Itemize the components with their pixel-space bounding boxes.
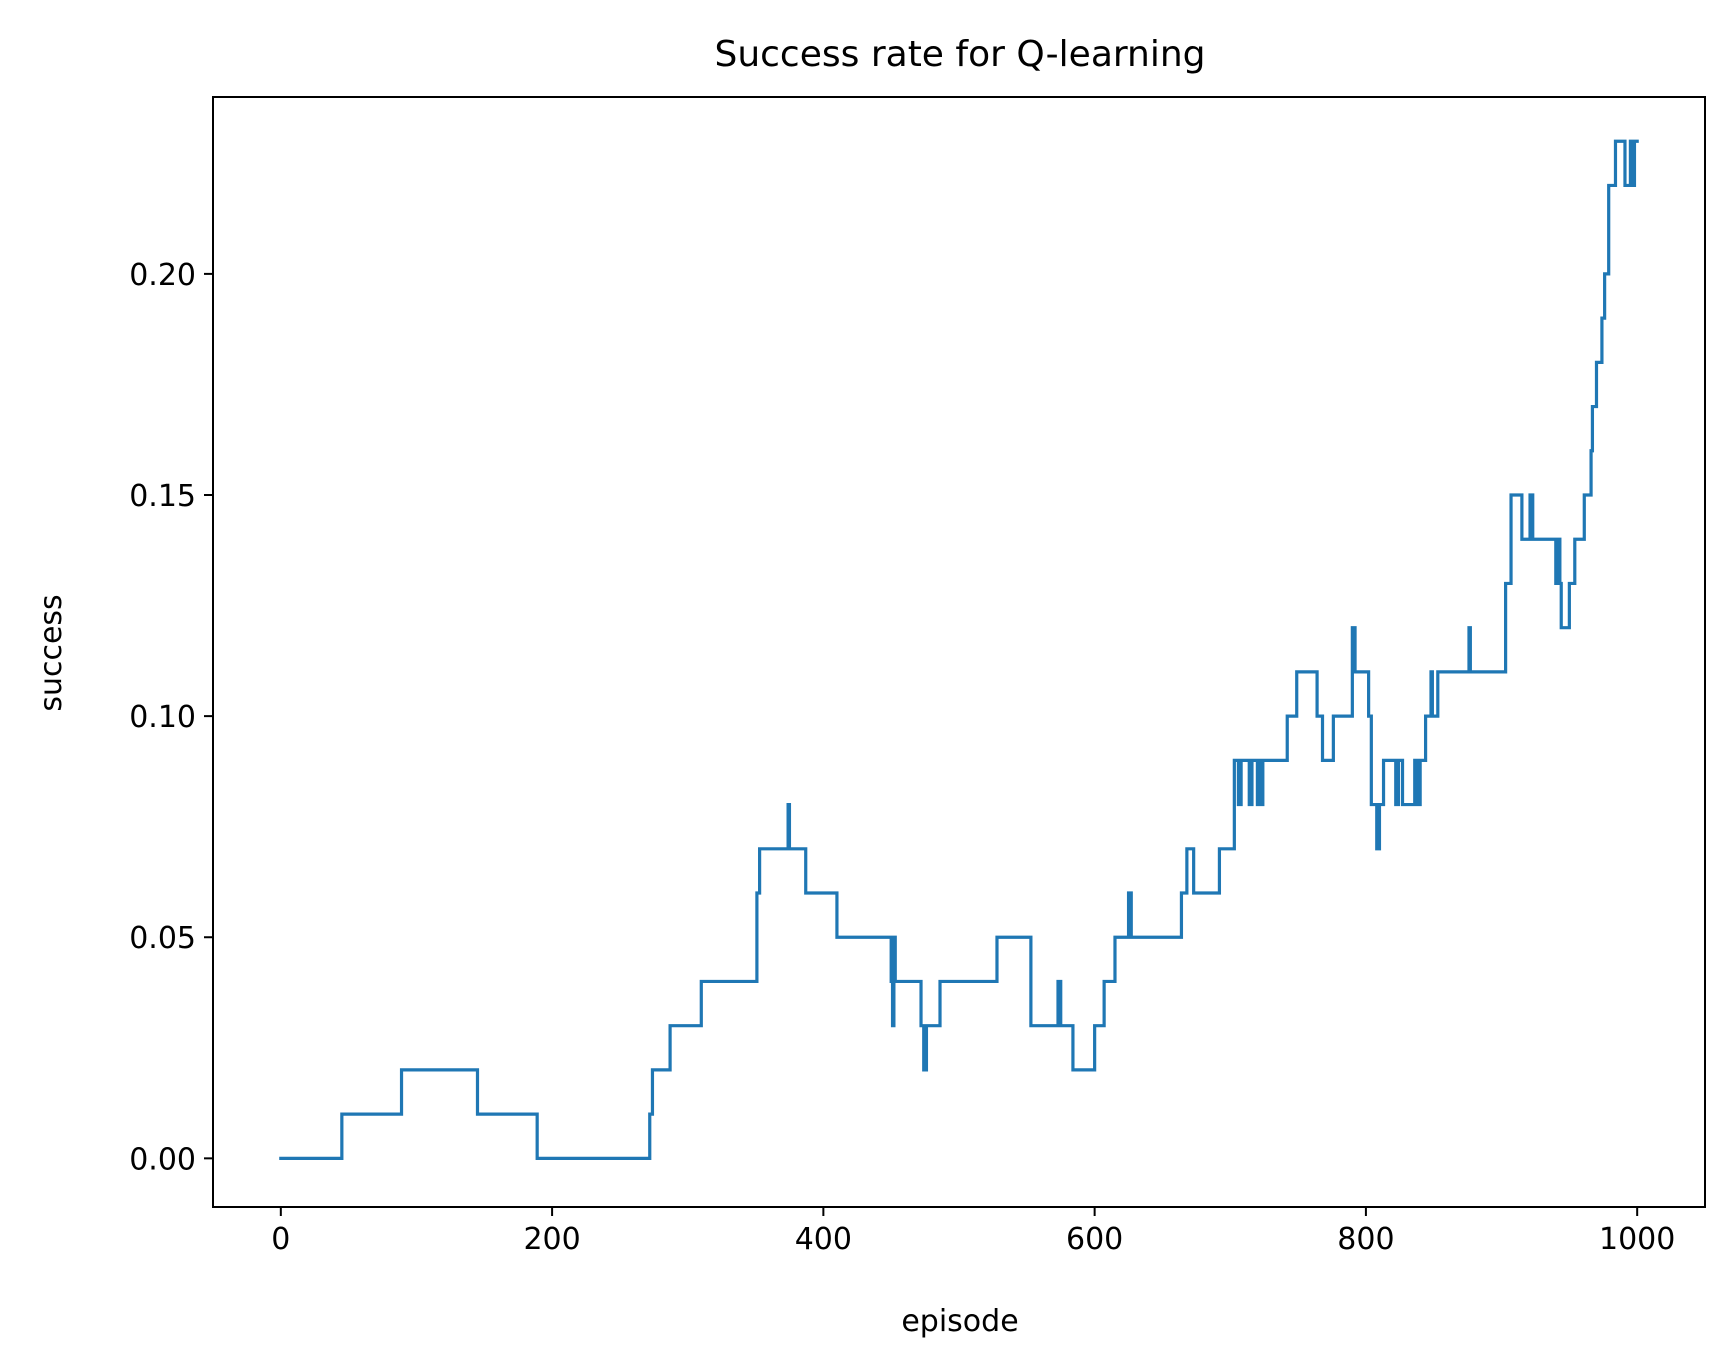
chart-title: Success rate for Q-learning — [714, 34, 1205, 75]
plot-area: 0 200 400 600 800 1000 0.00 0.05 0.10 0.15 0.20 — [129, 96, 1706, 1257]
y-axis-label: success — [34, 594, 69, 711]
x-tick-label-0: 0 — [271, 1222, 290, 1257]
y-tick-label-1: 0.05 — [129, 921, 196, 956]
x-tick-label-1000: 1000 — [1599, 1222, 1675, 1257]
series-line-0 — [279, 139, 1639, 1160]
axes-frame — [212, 96, 1706, 1208]
x-tick-label-600: 600 — [1066, 1222, 1123, 1257]
x-axis-label: episode — [901, 1304, 1018, 1339]
y-tick-label-3: 0.15 — [129, 479, 196, 514]
x-tick-label-400: 400 — [795, 1222, 852, 1257]
x-tick-label-200: 200 — [523, 1222, 580, 1257]
y-tick-label-0: 0.00 — [129, 1142, 196, 1177]
y-tick-label-4: 0.20 — [129, 258, 196, 293]
y-tick-label-2: 0.10 — [129, 700, 196, 735]
x-tick-label-800: 800 — [1337, 1222, 1394, 1257]
